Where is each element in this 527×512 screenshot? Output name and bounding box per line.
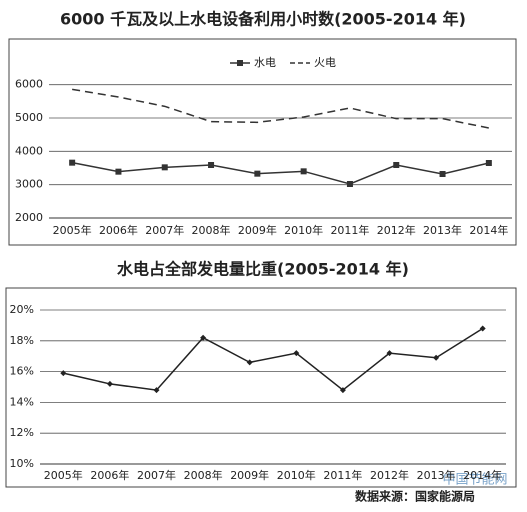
y-tick-label: 2000	[15, 211, 43, 224]
y-tick-label: 16%	[10, 365, 34, 378]
y-tick-label: 3000	[15, 178, 43, 191]
x-tick-label: 2013年	[423, 223, 462, 237]
marker	[346, 181, 353, 187]
x-tick-label: 2005年	[53, 223, 92, 237]
marker	[339, 387, 346, 394]
y-tick-label: 18%	[10, 334, 34, 347]
marker	[200, 334, 207, 341]
marker	[208, 162, 215, 168]
x-tick-label: 2009年	[230, 468, 269, 482]
y-tick-label: 20%	[10, 303, 34, 316]
x-tick-label: 2008年	[184, 468, 223, 482]
marker	[300, 168, 307, 175]
marker	[106, 380, 113, 387]
x-tick-label: 2006年	[99, 223, 138, 237]
y-tick-label: 5000	[15, 111, 43, 124]
x-tick-label: 2007年	[145, 223, 184, 237]
marker	[153, 387, 160, 394]
marker	[393, 162, 400, 168]
x-tick-label: 2014年	[469, 223, 508, 237]
x-tick-label: 2012年	[370, 468, 409, 482]
x-tick-label: 2014年	[463, 468, 502, 482]
legend-label: 水电	[254, 56, 276, 69]
marker	[439, 171, 446, 177]
y-tick-label: 10%	[10, 457, 34, 470]
line	[72, 88, 489, 129]
x-tick-label: 2007年	[137, 468, 176, 482]
x-tick-label: 2005年	[44, 468, 83, 482]
x-tick-label: 2006年	[90, 468, 129, 482]
marker	[69, 159, 76, 166]
line	[63, 327, 484, 392]
chart-title: 6000 千瓦及以上水电设备利用小时数(2005-2014 年)	[60, 10, 466, 29]
marker	[254, 170, 261, 177]
x-tick-label: 2010年	[284, 223, 323, 237]
chart-frame	[5, 287, 517, 488]
line	[72, 161, 490, 185]
legend-label: 火电	[314, 56, 336, 69]
x-tick-label: 2010年	[277, 468, 316, 482]
source: 数据来源：国家能源局	[355, 489, 475, 504]
marker	[293, 350, 300, 357]
x-tick-label: 2011年	[330, 223, 369, 237]
marker	[115, 168, 122, 175]
marker	[60, 370, 67, 377]
x-tick-label: 2009年	[238, 223, 277, 237]
marker	[246, 359, 253, 366]
marker	[479, 325, 486, 332]
x-tick-label: 2011年	[323, 468, 362, 482]
chart-frame	[8, 38, 517, 246]
marker	[161, 164, 168, 171]
y-tick-label: 4000	[15, 144, 43, 157]
legend-marker	[237, 60, 243, 66]
marker	[485, 160, 492, 166]
chart-title: 水电占全部发电量比重(2005-2014 年)	[117, 260, 409, 279]
x-tick-label: 2008年	[192, 223, 231, 237]
watermark: 中国节能网	[442, 473, 507, 488]
y-tick-label: 6000	[15, 78, 43, 91]
marker	[433, 354, 440, 361]
x-tick-label: 2013年	[417, 468, 456, 482]
y-tick-label: 14%	[10, 395, 34, 408]
x-tick-label: 2012年	[377, 223, 416, 237]
y-tick-label: 12%	[10, 426, 34, 439]
marker	[386, 350, 393, 357]
